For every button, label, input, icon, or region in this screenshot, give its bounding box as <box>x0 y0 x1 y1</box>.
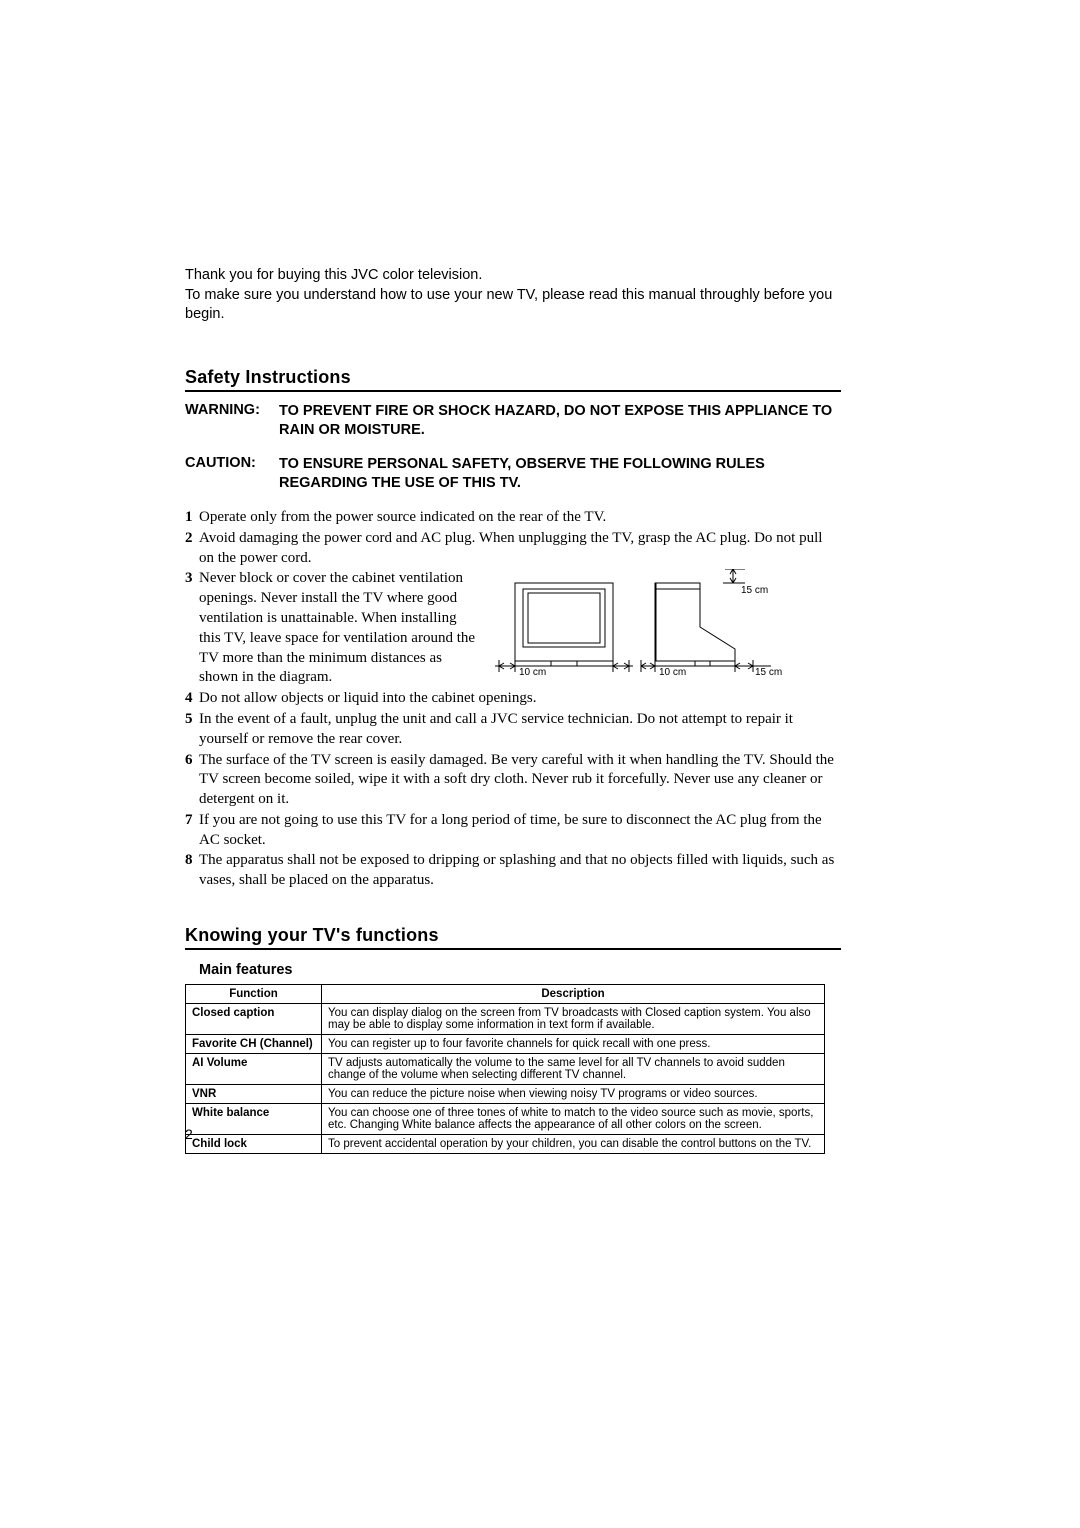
page-number: 2 <box>185 1126 193 1142</box>
table-row: AI VolumeTV adjusts automatically the vo… <box>186 1054 825 1085</box>
warning-text: TO PREVENT FIRE OR SHOCK HAZARD, DO NOT … <box>279 402 841 441</box>
safety-heading: Safety Instructions <box>185 367 841 392</box>
table-row: VNRYou can reduce the picture noise when… <box>186 1085 825 1104</box>
safety-list: 1Operate only from the power source indi… <box>185 508 841 891</box>
table-row: Favorite CH (Channel)You can register up… <box>186 1035 825 1054</box>
safety-item-5: In the event of a fault, unplug the unit… <box>199 710 841 750</box>
table-row: White balanceYou can choose one of three… <box>186 1104 825 1135</box>
main-features-subhead: Main features <box>199 962 841 978</box>
diagram-10cm-a: 10 cm <box>519 667 546 677</box>
table-row: Child lockTo prevent accidental operatio… <box>186 1135 825 1154</box>
safety-item-2: Avoid damaging the power cord and AC plu… <box>199 529 841 569</box>
caution-label: CAUTION: <box>185 455 279 494</box>
safety-item-4: Do not allow objects or liquid into the … <box>199 689 841 709</box>
functions-heading: Knowing your TV's functions <box>185 925 841 950</box>
intro-line1: Thank you for buying this JVC color tele… <box>185 266 841 286</box>
caution-row: CAUTION: TO ENSURE PERSONAL SAFETY, OBSE… <box>185 455 841 494</box>
safety-item-6: The surface of the TV screen is easily d… <box>199 751 841 810</box>
features-table: Function Description Closed captionYou c… <box>185 984 825 1154</box>
diagram-15cm-a: 15 cm <box>741 585 768 596</box>
safety-item-8: The apparatus shall not be exposed to dr… <box>199 851 841 891</box>
warning-row: WARNING: TO PREVENT FIRE OR SHOCK HAZARD… <box>185 402 841 441</box>
safety-item-7: If you are not going to use this TV for … <box>199 811 841 851</box>
diagram-10cm-b: 10 cm <box>659 667 686 677</box>
caution-text: TO ENSURE PERSONAL SAFETY, OBSERVE THE F… <box>279 455 841 494</box>
intro-line2: To make sure you understand how to use y… <box>185 286 841 325</box>
safety-item-3: Never block or cover the cabinet ventila… <box>199 569 481 688</box>
diagram-15cm-b: 15 cm <box>755 667 782 677</box>
warning-label: WARNING: <box>185 402 279 441</box>
ventilation-diagram: 10 cm 10 cm 15 cm 15 cm <box>495 569 787 674</box>
intro-text: Thank you for buying this JVC color tele… <box>185 266 841 325</box>
col-description: Description <box>322 985 825 1004</box>
table-row: Closed captionYou can display dialog on … <box>186 1004 825 1035</box>
safety-item-1: Operate only from the power source indic… <box>199 508 841 528</box>
col-function: Function <box>186 985 322 1004</box>
